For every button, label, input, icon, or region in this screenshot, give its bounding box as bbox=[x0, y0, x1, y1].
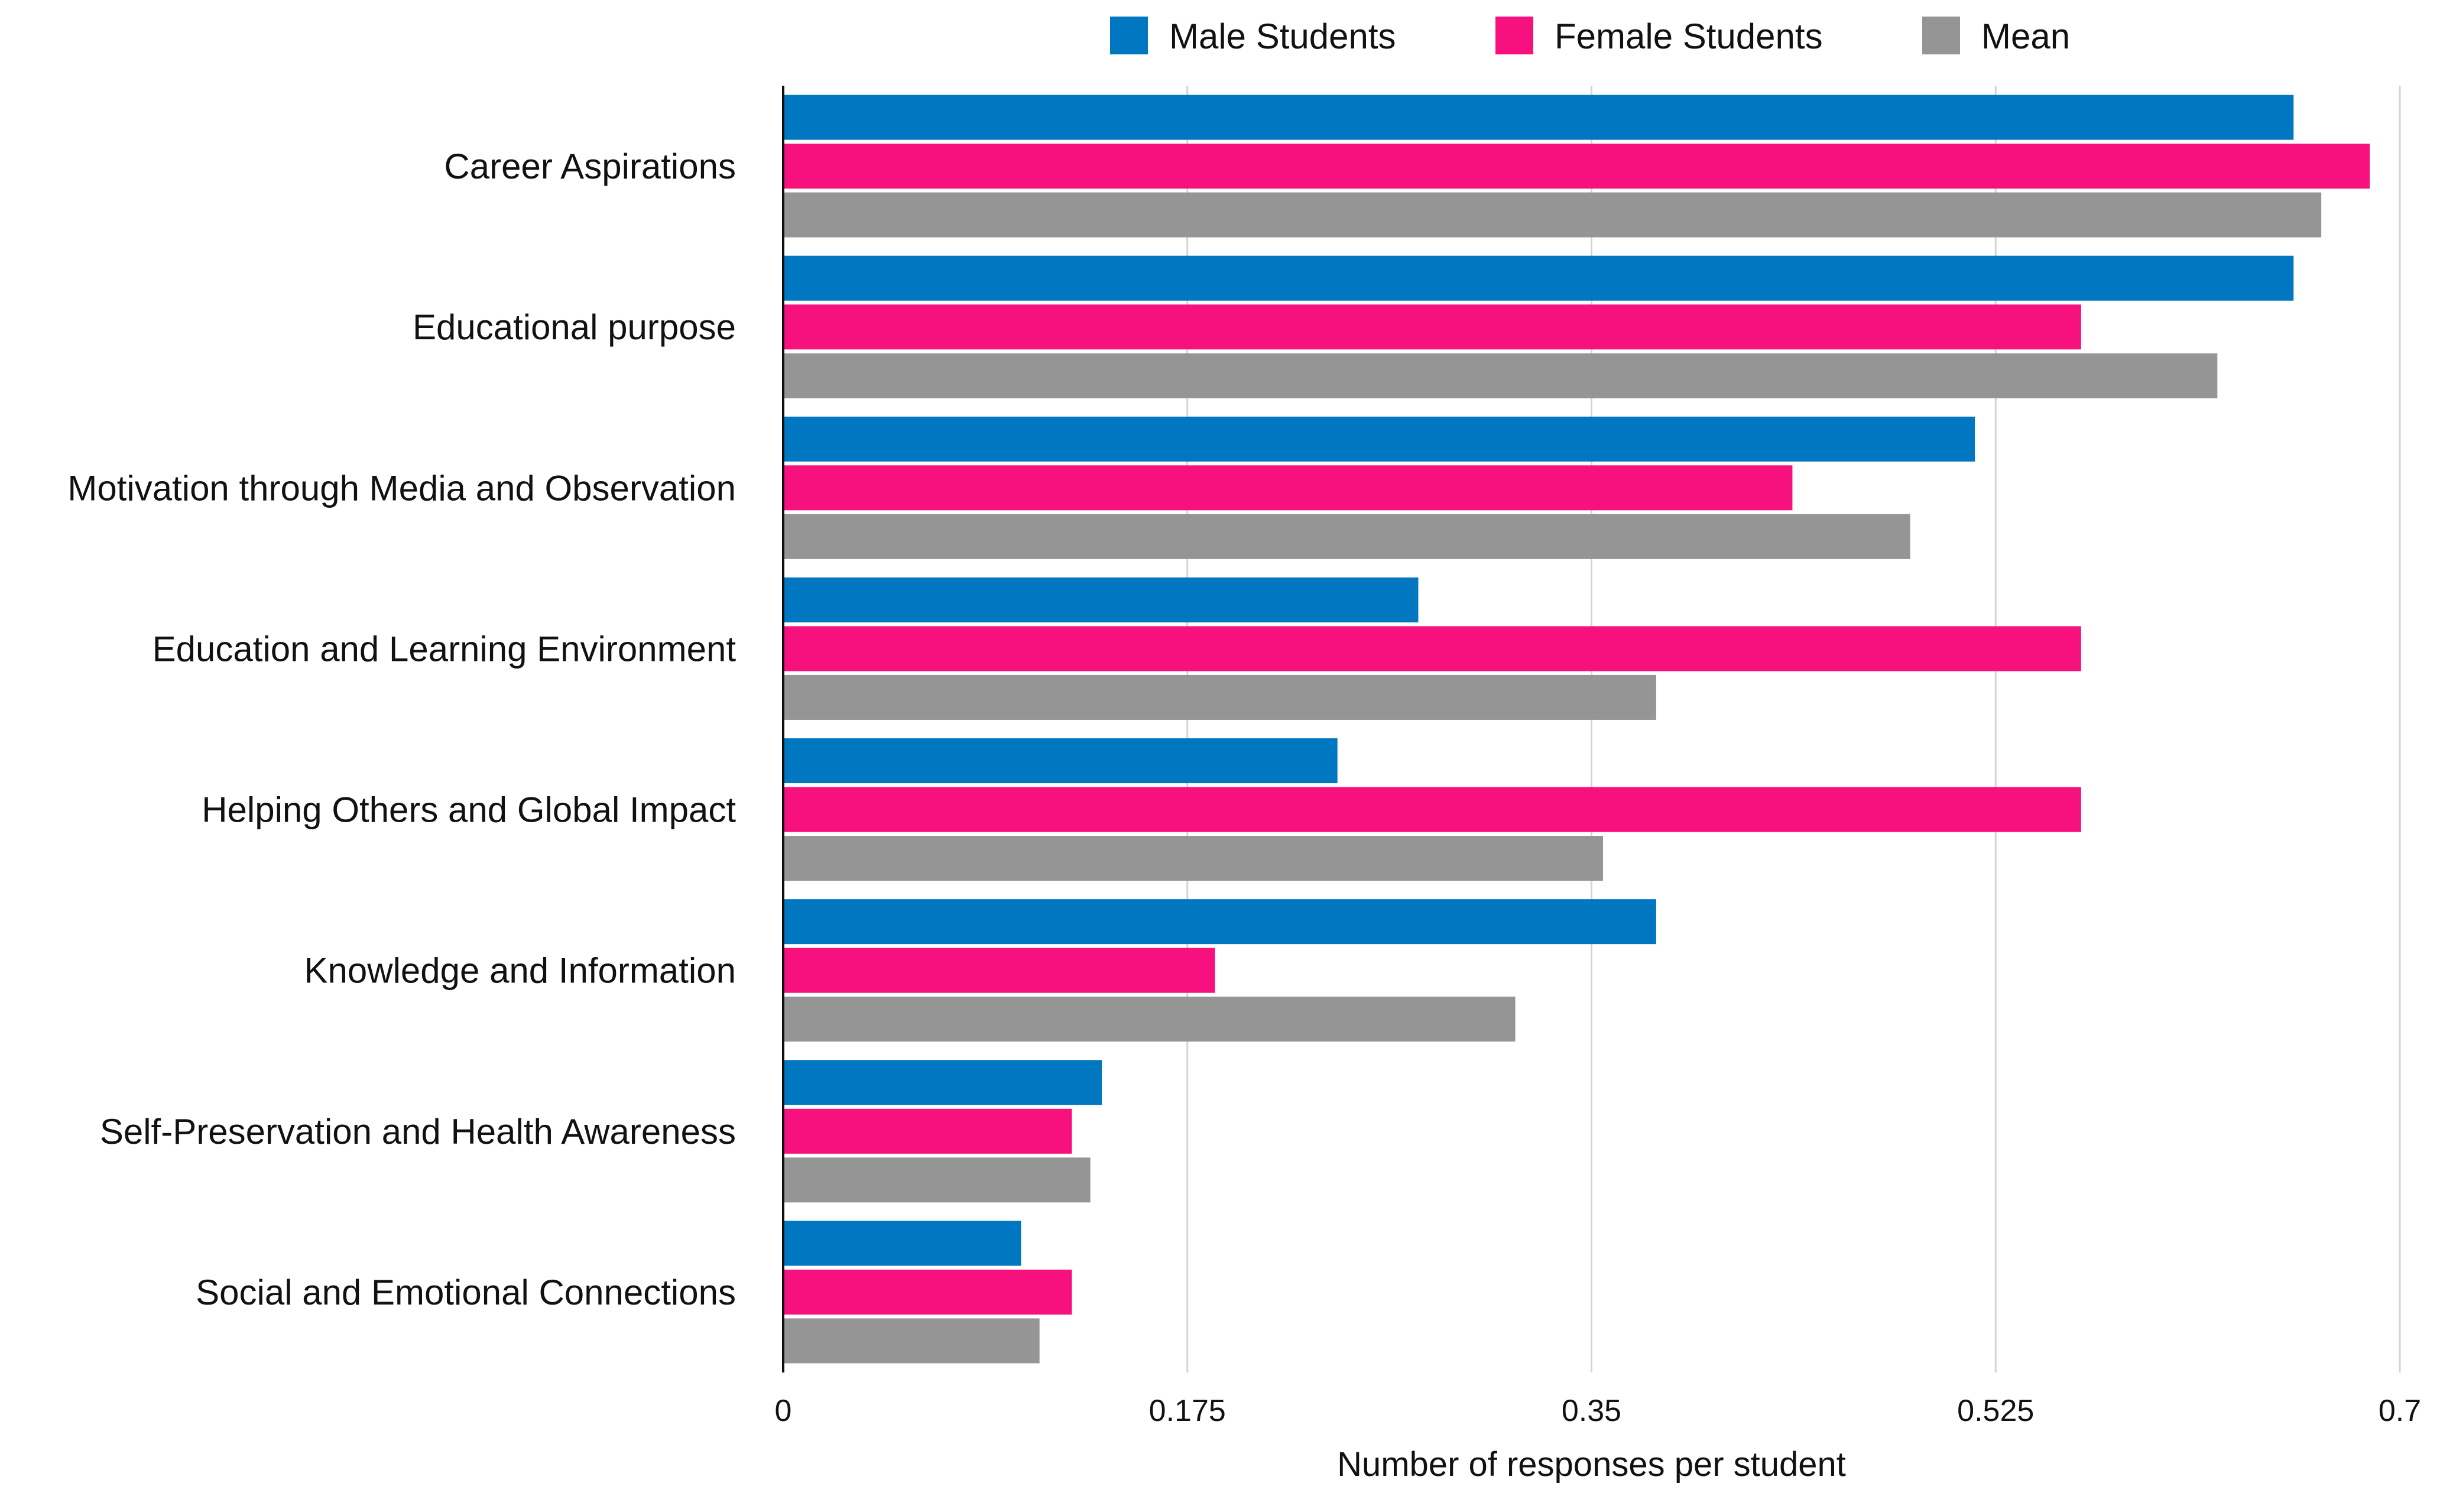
bar-male-students-helping-others-and-global-impact bbox=[783, 738, 1338, 784]
bar-female-students-educational-purpose bbox=[783, 304, 2081, 350]
bar-female-students-helping-others-and-global-impact bbox=[783, 787, 2081, 832]
bar-mean-self-preservation-and-health-awareness bbox=[783, 1157, 1091, 1203]
bar-male-students-motivation-through-media-and-observation bbox=[783, 416, 1975, 462]
x-tick-label-0: 0 bbox=[775, 1394, 792, 1428]
legend-label-male-students: Male Students bbox=[1169, 17, 1396, 56]
bar-mean-educational-purpose bbox=[783, 353, 2218, 398]
category-label-self-preservation-and-health-awareness: Self-Preservation and Health Awareness bbox=[100, 1112, 736, 1151]
bar-female-students-education-and-learning-environment bbox=[783, 626, 2081, 671]
bar-female-students-knowledge-and-information bbox=[783, 948, 1215, 993]
category-label-motivation-through-media-and-observation: Motivation through Media and Observation bbox=[67, 468, 736, 508]
x-tick-label-0-175: 0.175 bbox=[1149, 1394, 1226, 1428]
legend: Male Students Female Students Mean bbox=[1110, 17, 2070, 56]
bar-mean-social-and-emotional-connections bbox=[783, 1318, 1040, 1364]
category-label-career-aspirations: Career Aspirations bbox=[444, 147, 736, 186]
bar-male-students-career-aspirations bbox=[783, 95, 2294, 140]
legend-label-mean: Mean bbox=[1981, 17, 2070, 56]
bars-layer bbox=[783, 95, 2370, 1364]
bar-female-students-motivation-through-media-and-observation bbox=[783, 465, 1793, 511]
bar-mean-education-and-learning-environment bbox=[783, 674, 1656, 720]
category-label-educational-purpose: Educational purpose bbox=[413, 307, 736, 347]
category-label-education-and-learning-environment: Education and Learning Environment bbox=[152, 629, 736, 669]
bar-mean-knowledge-and-information bbox=[783, 997, 1516, 1042]
legend-swatch-male-students bbox=[1110, 17, 1148, 54]
bar-mean-helping-others-and-global-impact bbox=[783, 836, 1604, 881]
axis-layer: 0 0.175 0.35 0.525 0.7 Career Aspirations Educ… bbox=[67, 86, 2421, 1484]
bar-female-students-social-and-emotional-connections bbox=[783, 1269, 1072, 1315]
bar-female-students-career-aspirations bbox=[783, 144, 2370, 189]
bar-male-students-knowledge-and-information bbox=[783, 899, 1656, 945]
legend-swatch-mean bbox=[1922, 17, 1960, 54]
bar-female-students-self-preservation-and-health-awareness bbox=[783, 1108, 1072, 1154]
x-tick-label-0-7: 0.7 bbox=[2379, 1394, 2421, 1428]
legend-label-female-students: Female Students bbox=[1555, 17, 1823, 56]
bar-male-students-education-and-learning-environment bbox=[783, 577, 1419, 622]
x-tick-label-0-35: 0.35 bbox=[1562, 1394, 1621, 1428]
category-label-social-and-emotional-connections: Social and Emotional Connections bbox=[196, 1273, 736, 1312]
bar-mean-career-aspirations bbox=[783, 192, 2322, 238]
bar-mean-motivation-through-media-and-observation bbox=[783, 514, 1910, 559]
category-label-knowledge-and-information: Knowledge and Information bbox=[304, 951, 736, 991]
legend-swatch-female-students bbox=[1495, 17, 1533, 54]
bar-male-students-social-and-emotional-connections bbox=[783, 1221, 1021, 1266]
bar-male-students-educational-purpose bbox=[783, 255, 2294, 301]
bar-male-students-self-preservation-and-health-awareness bbox=[783, 1060, 1102, 1105]
x-axis-title: Number of responses per student bbox=[1337, 1445, 1846, 1484]
category-label-helping-others-and-global-impact: Helping Others and Global Impact bbox=[202, 790, 736, 830]
x-tick-label-0-525: 0.525 bbox=[1957, 1394, 2034, 1428]
